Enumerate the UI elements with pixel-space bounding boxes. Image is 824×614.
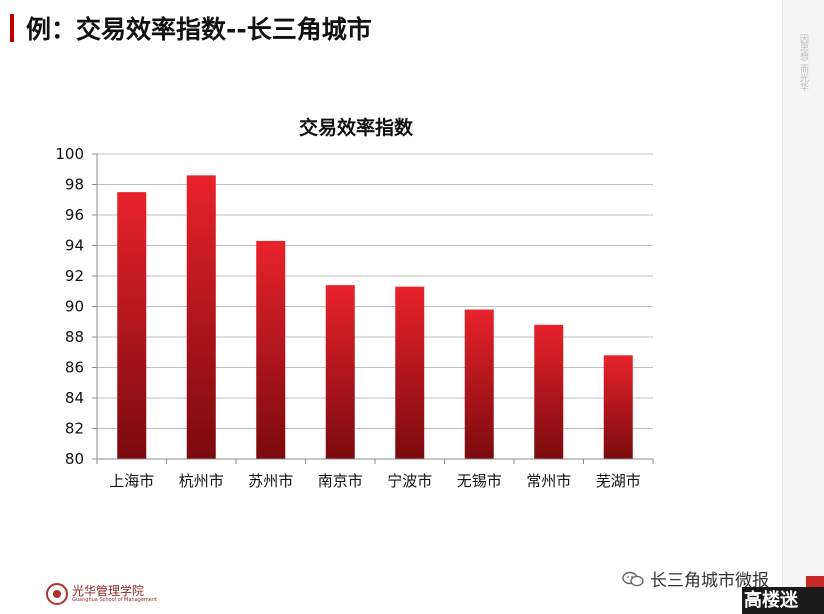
watermark-text: 长三角城市微报 — [650, 571, 769, 591]
x-tick-label: 南京市 — [318, 472, 363, 490]
y-tick-label: 100 — [55, 145, 84, 163]
y-tick-label: 94 — [65, 237, 84, 255]
watermark: 长三角城市微报 — [622, 566, 769, 591]
slide-title-text: 例：交易效率指数--长三角城市 — [26, 15, 372, 44]
y-axis-ticks: 80 82 84 86 88 90 92 94 96 98 100 — [55, 145, 97, 468]
x-tick-label: 无锡市 — [457, 472, 502, 490]
y-tick-label: 90 — [65, 298, 84, 316]
logo-text: 光华管理学院 — [72, 584, 145, 598]
y-tick-label: 96 — [65, 206, 84, 224]
bar-7 — [603, 355, 633, 459]
right-side-strip — [782, 0, 824, 614]
bar-1 — [186, 175, 216, 459]
y-tick-label: 80 — [65, 450, 84, 468]
seal-icon — [46, 583, 68, 605]
bar-3 — [325, 285, 355, 459]
x-tick-label: 苏州市 — [248, 472, 293, 490]
x-tick-label: 上海市 — [109, 472, 154, 490]
bar-2 — [256, 240, 286, 459]
bar-6 — [534, 324, 564, 459]
chart-title: 交易效率指数 — [299, 116, 414, 139]
bar-0 — [117, 192, 147, 459]
wechat-icon — [622, 571, 644, 586]
school-logo: 光华管理学院 Guanghua School of Management — [46, 582, 157, 606]
x-tick-label: 常州市 — [526, 472, 571, 490]
y-tick-label: 98 — [65, 176, 84, 194]
y-tick-label: 82 — [65, 420, 84, 438]
y-tick-label: 86 — [65, 359, 84, 377]
y-tick-label: 84 — [65, 389, 84, 407]
y-tick-label: 92 — [65, 267, 84, 285]
bar-chart: 交易效率指数 80 82 84 86 88 90 92 94 96 98 100 上海市 杭州市 苏州市… — [55, 116, 654, 490]
side-motto: 因思想 而光华 — [798, 34, 808, 91]
x-axis-ticks: 上海市 杭州市 苏州市 南京市 宁波市 无锡市 常州市 芜湖市 — [96, 459, 654, 490]
bar-5 — [464, 309, 494, 459]
corner-badge: 高楼迷 — [742, 587, 824, 614]
gridlines — [97, 153, 653, 429]
bars — [117, 175, 633, 459]
logo-subtext: Guanghua School of Management — [72, 597, 157, 603]
slide-title: 例：交易效率指数--长三角城市 — [0, 0, 760, 56]
x-tick-label: 杭州市 — [179, 472, 224, 490]
side-divider — [782, 0, 783, 614]
y-tick-label: 88 — [65, 328, 84, 346]
title-accent-bar — [10, 14, 14, 42]
x-tick-label: 宁波市 — [387, 472, 432, 490]
x-tick-label: 芜湖市 — [596, 472, 641, 490]
bar-4 — [395, 286, 425, 459]
